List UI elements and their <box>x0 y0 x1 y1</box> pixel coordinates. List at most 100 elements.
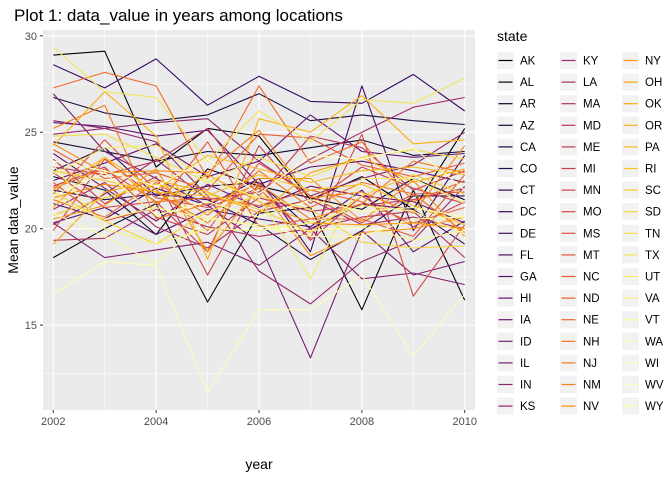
y-axis-title: Mean data_value <box>5 166 21 274</box>
legend-label: FL <box>520 250 534 262</box>
series-line-nj <box>53 104 465 220</box>
legend-label: MO <box>583 207 602 219</box>
legend-item-ri: RI <box>622 160 657 177</box>
legend-label: NY <box>645 56 661 68</box>
legend-item-oh: OH <box>622 73 662 91</box>
legend-item-nj: NJ <box>560 354 597 372</box>
legend-item-il: IL <box>497 354 530 372</box>
legend-label: VT <box>645 315 660 327</box>
x-axis-ticks: 2002 2004 2006 2008 2010 <box>41 410 477 428</box>
legend-label: MA <box>583 99 601 111</box>
legend-item-nh: NH <box>560 332 600 350</box>
legend-item-or: OR <box>622 116 662 134</box>
series-line-pa <box>53 154 465 191</box>
legend-label: IA <box>520 315 531 327</box>
legend-label: DC <box>520 207 537 219</box>
series-line-tn <box>53 133 465 183</box>
legend: AK AL AR AZ CA CO CT DC DE FL GA HI IA ID IL IN KS KY LA MA… <box>497 52 664 415</box>
legend-label: NV <box>583 401 599 413</box>
legend-item-mo: MO <box>560 203 602 221</box>
series-line-ks <box>53 127 466 305</box>
legend-label: IN <box>520 380 532 392</box>
legend-item-mn: MN <box>560 181 601 199</box>
legend-label: SD <box>645 207 661 219</box>
x-tick-label: 2004 <box>144 416 168 428</box>
legend-label: KS <box>520 401 536 413</box>
legend-label: CT <box>520 185 535 197</box>
x-tick-label: 2010 <box>452 416 476 428</box>
legend-item-ar: AR <box>497 95 536 113</box>
series-line-sd <box>53 191 465 249</box>
legend-item-tx: TX <box>622 246 660 264</box>
y-axis-ticks: 15 20 25 30 <box>25 31 43 332</box>
legend-item-ia: IA <box>497 311 531 329</box>
legend-item-hi: HI <box>497 289 532 307</box>
legend-item-ga: GA <box>497 268 537 285</box>
legend-label: KY <box>583 56 599 68</box>
legend-item-in: IN <box>497 376 532 393</box>
legend-label: AR <box>520 99 536 111</box>
series-line-ri <box>53 170 465 226</box>
legend-item-ks: KS <box>497 397 536 415</box>
series-line-sc <box>53 174 465 234</box>
legend-item-ok: OK <box>622 95 662 113</box>
legend-item-ms: MS <box>560 224 601 242</box>
legend-item-ny: NY <box>622 52 661 69</box>
series-line-wi <box>53 260 466 394</box>
legend-label: DE <box>520 228 536 240</box>
x-axis-title: year <box>245 456 273 472</box>
series-line-vt <box>53 197 465 241</box>
y-tick-label: 20 <box>25 224 37 236</box>
series-line-wy <box>53 172 465 218</box>
series-line-ia <box>52 153 465 224</box>
legend-item-wi: WI <box>622 354 659 372</box>
legend-label: MN <box>583 185 601 197</box>
y-tick-label: 25 <box>25 127 37 139</box>
legend-label: MS <box>583 228 601 240</box>
legend-label: UT <box>645 272 660 284</box>
legend-label: NJ <box>583 358 597 370</box>
legend-label: ID <box>520 336 532 348</box>
series-line-nh <box>53 170 466 233</box>
series-line-or <box>52 91 465 261</box>
y-tick-label: 15 <box>25 320 37 332</box>
series-line-ms <box>52 139 465 232</box>
legend-label: PA <box>645 142 660 154</box>
legend-label: SC <box>645 185 661 197</box>
legend-title: state <box>497 28 528 44</box>
legend-item-dc: DC <box>497 203 537 221</box>
legend-label: LA <box>583 77 597 89</box>
legend-label: MT <box>583 250 600 262</box>
legend-label: OR <box>645 120 662 132</box>
legend-label: AK <box>520 56 536 68</box>
legend-item-mi: MI <box>560 160 596 177</box>
legend-label: ME <box>583 142 601 154</box>
legend-item-fl: FL <box>497 246 534 264</box>
legend-label: AL <box>520 77 535 89</box>
legend-label: VA <box>645 293 660 305</box>
legend-item-al: AL <box>497 73 535 91</box>
series-line-tx <box>52 46 465 162</box>
legend-item-ca: CA <box>497 138 536 156</box>
chart-title: Plot 1: data_value in years among locati… <box>14 6 343 25</box>
legend-item-wy: WY <box>622 397 664 415</box>
x-tick-label: 2006 <box>247 416 271 428</box>
series-line-ok <box>52 156 465 245</box>
series-line-dc <box>53 58 466 112</box>
legend-label: MD <box>583 120 601 132</box>
series-line-ky <box>53 96 465 226</box>
legend-item-nm: NM <box>560 376 601 393</box>
legend-label: CO <box>520 164 537 176</box>
legend-item-ak: AK <box>497 52 536 69</box>
series-line-az <box>53 139 465 162</box>
legend-item-tn: TN <box>622 224 660 242</box>
legend-label: OH <box>645 77 662 89</box>
legend-item-vt: VT <box>622 311 660 329</box>
y-tick-label: 30 <box>25 31 37 43</box>
series-line-nc <box>53 133 465 191</box>
series-line-mi <box>52 158 465 276</box>
legend-label: NC <box>583 272 600 284</box>
legend-item-de: DE <box>497 224 536 242</box>
legend-item-nv: NV <box>560 397 599 415</box>
series-line-ut <box>53 145 465 280</box>
